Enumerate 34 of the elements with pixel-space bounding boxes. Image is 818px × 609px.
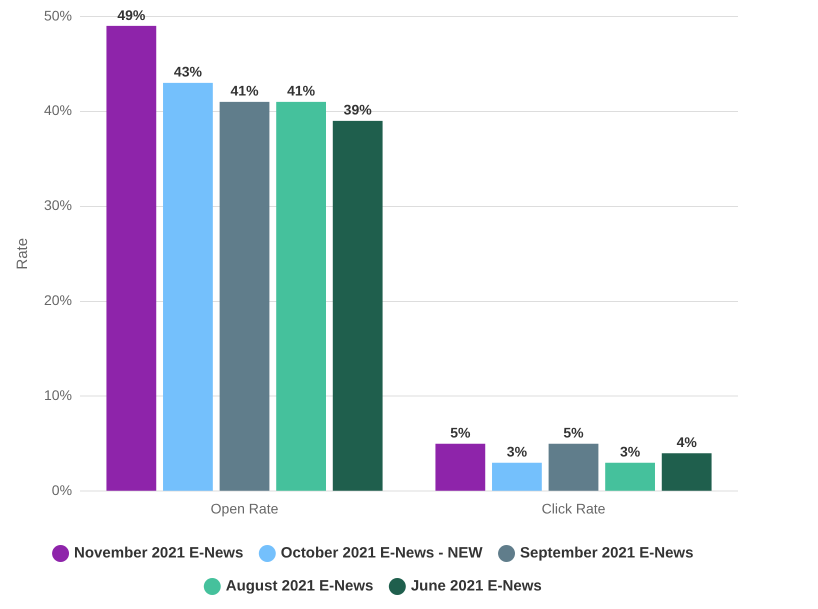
y-tick-label: 10% [44, 387, 72, 404]
bar [163, 82, 213, 491]
data-label: 3% [620, 444, 641, 460]
bar [435, 444, 486, 491]
data-label: 43% [174, 64, 202, 80]
legend-label: September 2021 E-News [520, 544, 694, 562]
y-tick-label: 30% [44, 197, 72, 214]
bar [220, 102, 270, 491]
bar [662, 453, 712, 491]
legend-label: November 2021 E-News [74, 544, 244, 562]
bar [605, 462, 655, 491]
y-tick-label: 40% [44, 102, 72, 118]
data-label: 3% [506, 444, 528, 460]
x-tick-label: Open Rate [210, 500, 279, 516]
data-label: 39% [344, 102, 372, 118]
x-tick-label: Click Rate [542, 500, 606, 516]
y-axis-title: Rate [14, 238, 32, 270]
data-label: 49% [117, 6, 146, 23]
bar [276, 102, 326, 491]
bar [492, 462, 542, 491]
legend-label: August 2021 E-News [226, 578, 374, 595]
data-label: 41% [230, 82, 260, 99]
legend-label: June 2021 E-News [410, 578, 542, 595]
data-label: 4% [676, 434, 698, 450]
y-tick-label: 50% [44, 7, 72, 24]
data-label: 5% [450, 424, 471, 441]
y-tick-label: 0% [52, 482, 72, 498]
bar [332, 120, 383, 491]
data-label: 41% [287, 82, 316, 99]
bar [548, 444, 598, 491]
legend-label: October 2021 E-News - NEW [280, 544, 484, 562]
y-tick-label: 20% [44, 292, 72, 308]
data-label: 5% [563, 424, 584, 441]
bar [106, 26, 156, 491]
